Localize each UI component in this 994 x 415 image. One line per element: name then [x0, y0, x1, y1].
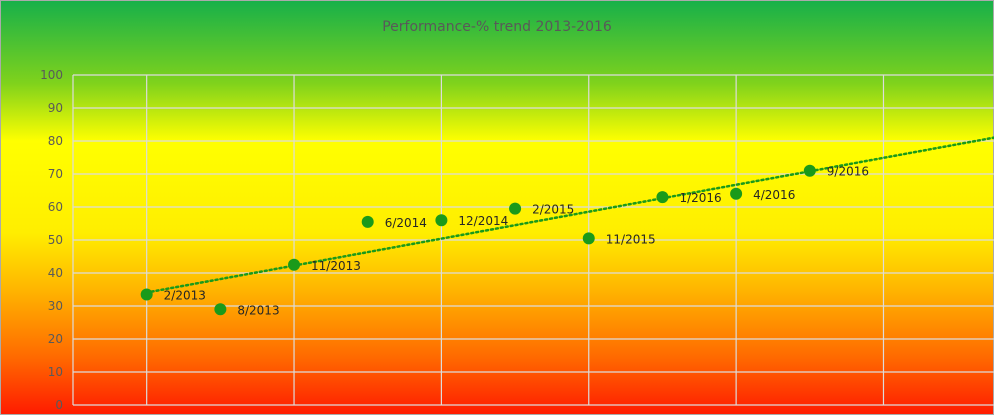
y-tick-label: 50 — [48, 233, 63, 247]
data-label: 9/2016 — [827, 165, 869, 179]
y-tick-label: 60 — [48, 200, 63, 214]
y-tick-label: 40 — [48, 266, 63, 280]
y-tick-label: 80 — [48, 134, 63, 148]
data-point — [730, 187, 743, 200]
data-label: 6/2014 — [385, 216, 427, 230]
data-point — [361, 215, 374, 228]
data-point — [288, 258, 301, 271]
y-tick-label: 20 — [48, 332, 63, 346]
data-point — [214, 303, 227, 316]
data-label: 4/2016 — [753, 188, 795, 202]
y-tick-label: 10 — [48, 365, 63, 379]
trendline-layer — [145, 136, 994, 294]
data-point — [140, 288, 153, 301]
grid — [73, 74, 994, 406]
data-point — [656, 191, 669, 204]
data-label: 2/2015 — [532, 203, 574, 217]
data-label: 11/2013 — [311, 259, 361, 273]
data-label: 11/2015 — [606, 232, 656, 246]
y-tick-label: 0 — [55, 398, 63, 412]
data-label: 1/2016 — [679, 191, 721, 205]
data-point — [582, 232, 595, 245]
chart-title: Performance-% trend 2013-2016 — [382, 19, 612, 35]
y-tick-label: 90 — [48, 101, 63, 115]
data-point — [803, 164, 816, 177]
data-label: 2/2013 — [164, 288, 206, 302]
trendline — [145, 136, 994, 294]
data-label: 8/2013 — [237, 303, 279, 317]
y-tick-label: 70 — [48, 167, 63, 181]
data-point — [435, 214, 448, 227]
data-point — [509, 202, 522, 215]
y-axis: 0 10 20 30 40 50 60 70 80 90 100 — [40, 68, 74, 412]
y-tick-label: 100 — [40, 68, 63, 82]
points-layer: 2/2013 8/2013 11/2013 6/2014 12/2014 2/2015 11… — [140, 164, 869, 317]
y-tick-label: 30 — [48, 299, 63, 313]
data-label: 12/2014 — [458, 214, 508, 228]
